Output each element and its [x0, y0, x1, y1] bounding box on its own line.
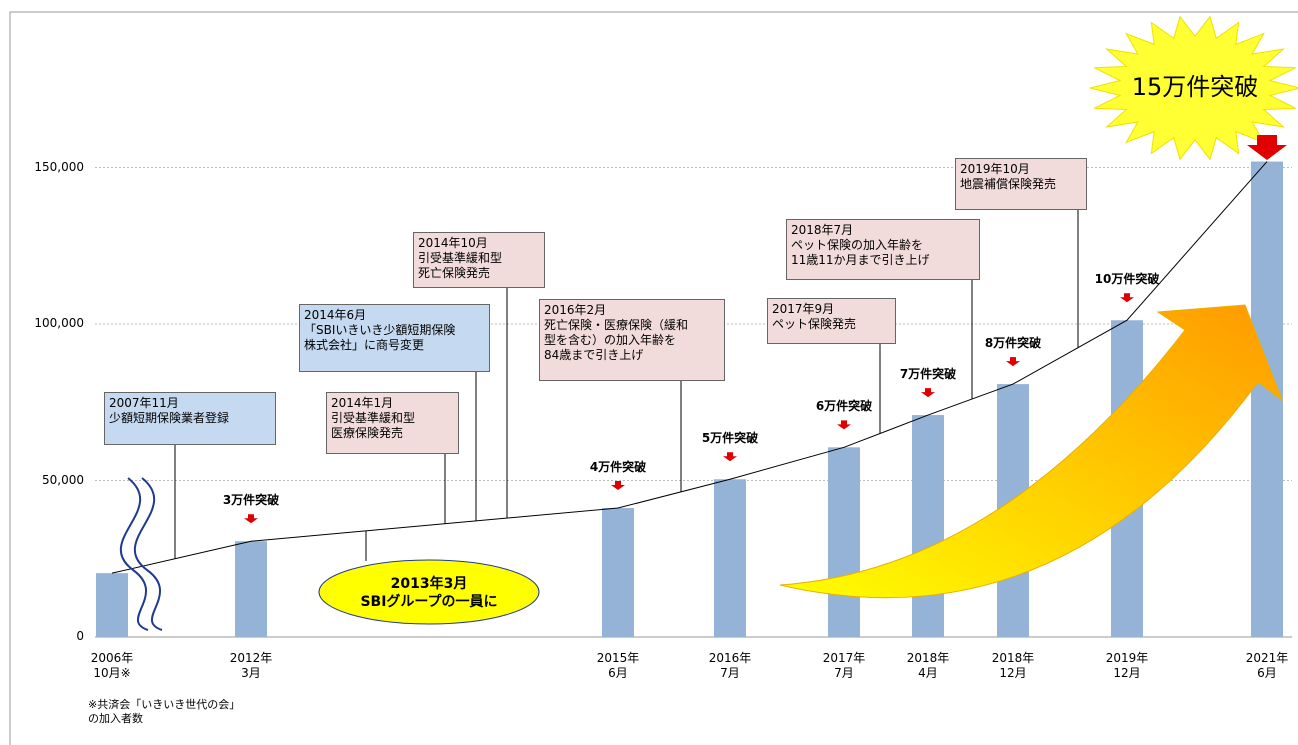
y-tick-label: 50,000	[42, 472, 84, 487]
red-arrow	[611, 481, 625, 491]
axis-break	[133, 477, 163, 631]
red-arrow	[1247, 135, 1287, 160]
highlight-ellipse	[318, 559, 540, 625]
value-label: 7万件突破	[899, 367, 957, 382]
y-tick-label: 0	[76, 629, 84, 643]
y-tick-label: 150,000	[34, 159, 84, 174]
x-tick-label: 2018年 12月	[991, 651, 1035, 680]
annotation-box: 2014年10月 引受基準緩和型 死亡保険発売	[413, 232, 545, 288]
bar	[1251, 161, 1283, 638]
trend-line	[111, 161, 1268, 574]
annotation-box: 2007年11月 少額短期保険業者登録	[104, 392, 276, 445]
value-label: 10万件突破	[1094, 272, 1160, 287]
bar	[912, 415, 944, 637]
value-label: 15万件突破	[1131, 73, 1259, 101]
axis-break	[119, 477, 149, 631]
growth-arrow	[779, 304, 1284, 599]
red-arrow	[837, 420, 851, 430]
x-tick-label: 2012年 3月	[229, 651, 273, 680]
x-tick-label: 2019年 12月	[1105, 651, 1149, 680]
bar	[828, 447, 860, 637]
annotation-box: 2014年6月 「SBIいきいき少額短期保険 株式会社」に商号変更	[299, 304, 490, 372]
x-tick-label: 2021年 6月	[1245, 651, 1289, 680]
red-arrow	[921, 388, 935, 398]
red-arrow	[723, 452, 737, 462]
annotation-box: 2018年7月 ペット保険の加入年齢を 11歳11か月まで引き上げ	[786, 219, 980, 280]
value-label: 4万件突破	[589, 460, 647, 475]
red-arrow	[1006, 357, 1020, 367]
annotation-box: 2016年2月 死亡保険・医療保険（緩和 型を含む）の加入年齢を 84歳まで引き…	[539, 299, 725, 381]
y-tick-label: 100,000	[34, 316, 84, 330]
annotation-box: 2017年9月 ペット保険発売	[767, 298, 896, 344]
red-arrow	[244, 514, 258, 524]
annotation-box: 2019年10月 地震補償保険発売	[955, 158, 1087, 210]
bar	[235, 541, 267, 637]
x-tick-label: 2015年 6月	[596, 651, 640, 680]
starburst	[1089, 15, 1298, 161]
red-arrow	[1120, 293, 1134, 303]
x-tick-label: 2006年 10月※	[90, 651, 134, 680]
value-label: 5万件突破	[701, 431, 759, 446]
bar	[602, 508, 634, 637]
bar	[96, 573, 128, 637]
x-tick-label: 2017年 7月	[822, 651, 866, 680]
highlight-text: 2013年3月 SBIグループの一員に	[360, 576, 498, 610]
annotation-box: 2014年1月 引受基準緩和型 医療保険発売	[326, 392, 459, 454]
x-tick-label: 2018年 4月	[906, 651, 950, 680]
bar	[714, 479, 746, 637]
x-tick-label: 2016年 7月	[708, 651, 752, 680]
value-label: 3万件突破	[222, 493, 280, 508]
value-label: 8万件突破	[984, 336, 1042, 351]
frame	[9, 11, 1298, 745]
footnote: ※共済会「いきいき世代の会」 の加入者数	[88, 698, 241, 725]
value-label: 6万件突破	[815, 399, 873, 414]
